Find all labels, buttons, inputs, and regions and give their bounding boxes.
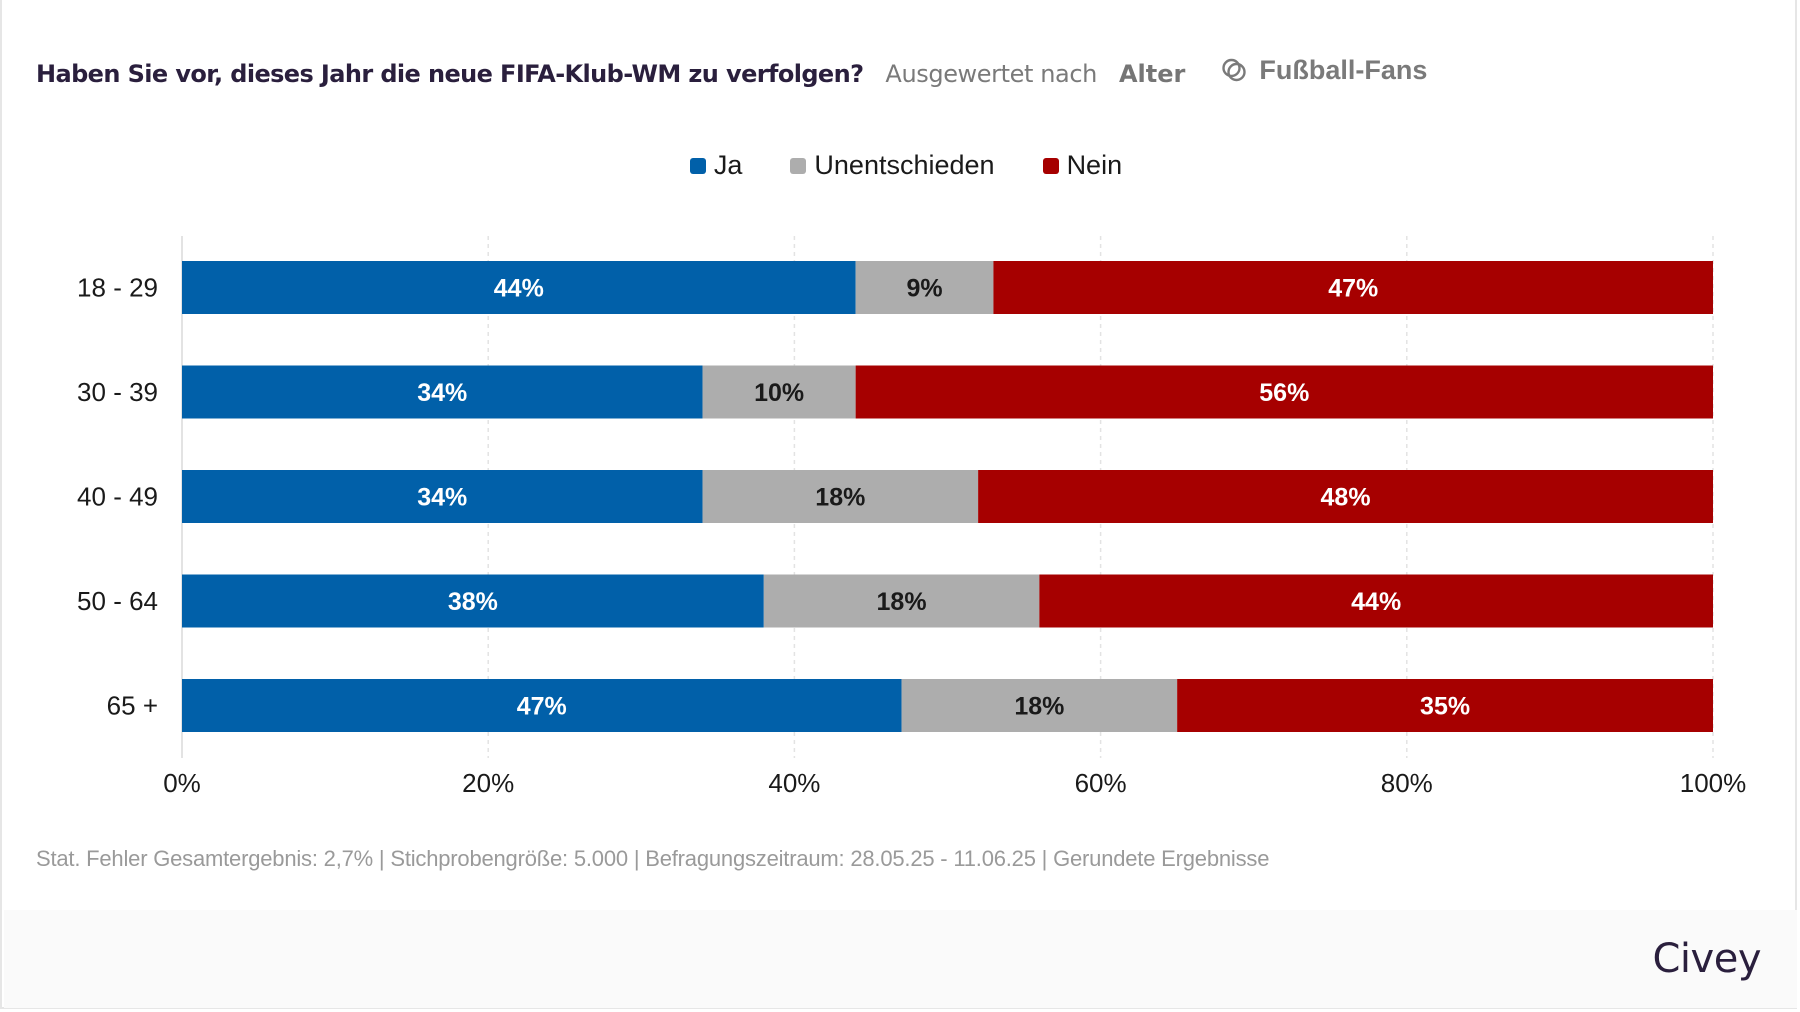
legend-item-ja[interactable]: Ja [689, 150, 743, 181]
data-label: 18% [1014, 693, 1064, 721]
data-label: 9% [906, 275, 942, 303]
y-category-label: 50 - 64 [77, 586, 158, 616]
bar-segment-ja [182, 365, 703, 419]
bar-segment-unentschieden [702, 470, 979, 523]
bar-segment-unentschieden [702, 365, 856, 419]
data-label: 47% [517, 693, 567, 721]
data-label: 34% [417, 484, 467, 512]
bar-segment-ja [182, 470, 703, 523]
x-tick-label: 80% [1381, 768, 1433, 798]
data-label: 35% [1420, 693, 1470, 721]
data-label: 38% [448, 588, 498, 616]
data-label: 18% [815, 484, 865, 512]
x-tick-label: 40% [768, 768, 820, 798]
bar-segment-unentschieden [901, 679, 1178, 732]
legend-label-unentschieden: Unentschieden [814, 150, 995, 180]
y-category-label: 65 + [107, 691, 158, 721]
footer-bar: Civey [4, 910, 1797, 1008]
data-label: 44% [1351, 588, 1401, 616]
chart-title: Haben Sie vor, dieses Jahr die neue FIFA… [36, 60, 864, 88]
bar-segment-nein [993, 261, 1713, 314]
bar-segment-nein [1177, 679, 1713, 732]
x-tick-label: 60% [1075, 768, 1127, 798]
footnote: Stat. Fehler Gesamtergebnis: 2,7% | Stic… [36, 846, 1270, 871]
legend-label-ja: Ja [713, 150, 743, 180]
bar-segment-nein [978, 470, 1713, 523]
evaluated-by-label: Ausgewertet nach [885, 60, 1097, 88]
y-category-label: 40 - 49 [77, 482, 158, 512]
data-label: 18% [877, 588, 927, 616]
legend-swatch-nein [1042, 157, 1059, 174]
brand-logo[interactable]: Civey [1652, 936, 1762, 982]
overlapping-circles-icon [1222, 58, 1247, 82]
bar-segment-ja [182, 261, 856, 314]
x-tick-label: 20% [462, 768, 514, 798]
legend-item-nein[interactable]: Nein [1042, 150, 1123, 181]
x-tick-label: 100% [1680, 768, 1747, 798]
bar-segment-unentschieden [763, 574, 1040, 628]
legend-swatch-unentschieden [790, 157, 807, 174]
legend: Ja Unentschieden Nein [2, 150, 1800, 181]
data-label: 34% [417, 379, 467, 407]
x-tick-label: 0% [163, 768, 201, 798]
bar-segment-ja [182, 574, 764, 628]
evaluated-by-value[interactable]: Alter [1118, 60, 1186, 88]
data-label: 47% [1328, 275, 1378, 303]
legend-item-unentschieden[interactable]: Unentschieden [790, 150, 995, 181]
bar-segment-ja [182, 679, 902, 732]
legend-label-nein: Nein [1066, 150, 1123, 180]
bar-segment-nein [855, 365, 1713, 419]
y-category-label: 30 - 39 [77, 377, 158, 407]
data-label: 44% [494, 275, 544, 303]
data-label: 10% [754, 379, 804, 407]
audience-filter[interactable]: Fußball-Fans [1219, 55, 1427, 86]
data-label: 56% [1259, 379, 1309, 407]
data-label: 48% [1321, 484, 1371, 512]
y-category-label: 18 - 29 [77, 273, 158, 303]
legend-swatch-ja [689, 157, 706, 174]
bar-segment-nein [1039, 574, 1713, 628]
filter-label: Fußball-Fans [1259, 54, 1428, 85]
chart-header: Haben Sie vor, dieses Jahr die neue FIFA… [36, 54, 1427, 94]
bar-segment-unentschieden [855, 261, 994, 314]
